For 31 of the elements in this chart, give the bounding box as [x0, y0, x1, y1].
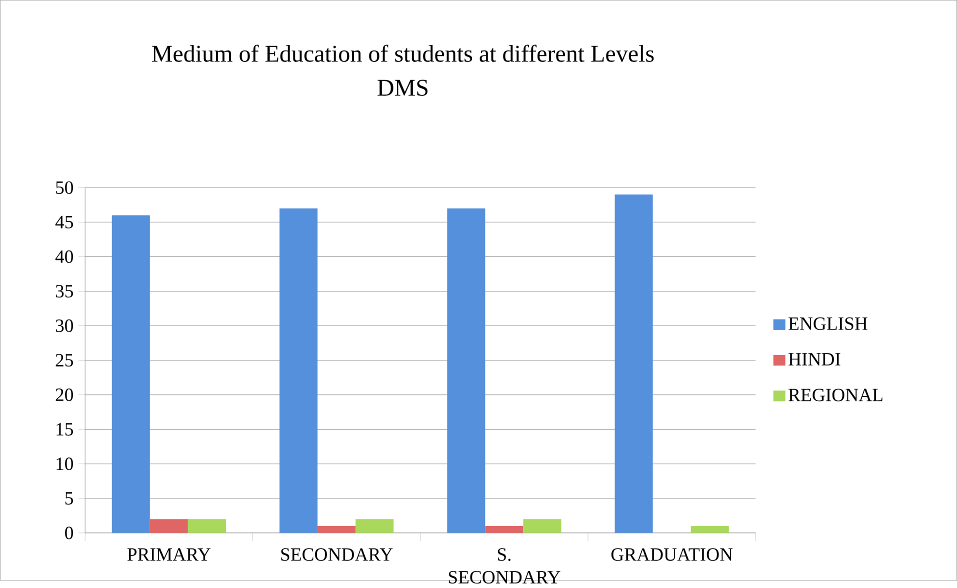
bar	[188, 519, 226, 533]
y-tick-label: 5	[65, 492, 73, 505]
y-tick-label: 50	[56, 181, 73, 194]
chart-title: Medium of Education of students at different Levels	[152, 44, 654, 62]
bar	[318, 526, 356, 533]
legend-label: ENGLISH	[788, 317, 868, 330]
chart-subtitle: DMS	[378, 80, 428, 96]
bar	[112, 215, 150, 533]
bar	[485, 526, 524, 533]
bar	[447, 208, 486, 533]
bar	[150, 519, 188, 533]
x-tick-label: SECONDARY	[281, 548, 393, 561]
y-tick-label: 15	[56, 423, 73, 436]
bar	[356, 519, 394, 533]
y-tick-label: 0	[65, 526, 73, 540]
x-tick-label: GRADUATION	[611, 548, 733, 561]
bar	[614, 194, 653, 533]
y-tick-label: 35	[56, 284, 73, 298]
legend-label: HINDI	[788, 353, 840, 366]
x-tick-label: S. SECONDARY	[448, 548, 560, 584]
bar	[690, 526, 729, 533]
y-tick-label: 45	[55, 216, 73, 228]
x-tick-label: PRIMARY	[127, 548, 210, 561]
y-tick-label: 40	[55, 250, 73, 263]
y-tick-label: 30	[56, 319, 73, 332]
y-tick-label: 20	[56, 388, 73, 402]
bar	[280, 208, 318, 533]
legend-label: REGIONAL	[788, 388, 882, 402]
bar	[523, 519, 562, 533]
y-tick-label: 10	[56, 458, 73, 470]
y-tick-label: 25	[56, 354, 73, 367]
